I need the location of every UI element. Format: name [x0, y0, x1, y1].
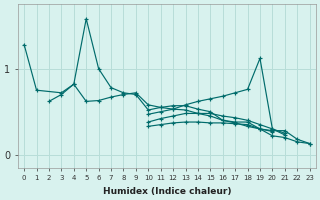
- X-axis label: Humidex (Indice chaleur): Humidex (Indice chaleur): [103, 187, 231, 196]
